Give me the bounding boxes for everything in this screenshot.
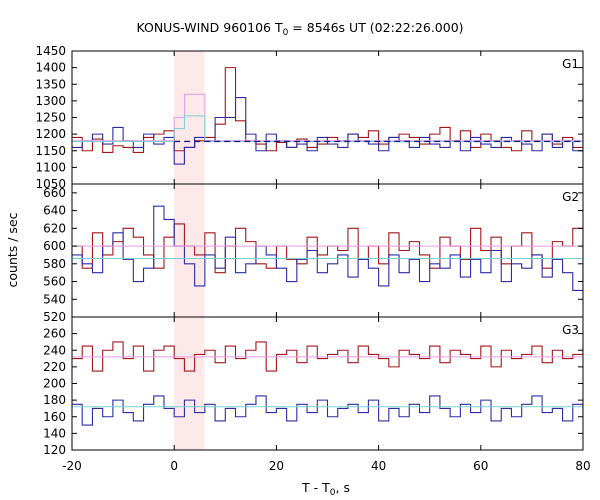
y-tick-label: 540 <box>43 292 66 306</box>
title-sub: 0 <box>283 28 289 38</box>
y-tick-label: 1350 <box>35 77 66 91</box>
series-red-g3 <box>72 341 583 372</box>
y-tick-label: 220 <box>43 360 66 374</box>
panel-frame <box>71 316 584 451</box>
y-tick-label: 260 <box>43 327 66 341</box>
panel-label-g1: G1 <box>562 57 579 71</box>
y-tick-label: 560 <box>43 275 66 289</box>
panel-label-g3: G3 <box>562 323 579 337</box>
panel-g1: 1050 1100 1150 1200 1250 1300 1350 1400 1450 G1 <box>35 44 584 191</box>
y-tick-label: 1050 <box>35 177 66 191</box>
y-tick-label: 1400 <box>35 61 66 75</box>
title-main: KONUS-WIND 960106 T <box>136 20 282 35</box>
y-tick-label: 1450 <box>35 44 66 58</box>
panel-g3: 120 140 160 180 200 220 240 260 G3 <box>43 316 584 457</box>
y-tick-label: 160 <box>43 410 66 424</box>
x-axis-label-main: T - T <box>301 480 330 495</box>
x-tick-label: 40 <box>371 459 386 473</box>
panel-g2: 520 540 560 580 600 620 640 660 G2 <box>43 183 584 324</box>
y-tick-label: 120 <box>43 443 66 457</box>
y-axis-label: counts / sec <box>5 212 20 287</box>
series-blue-g1 <box>72 97 583 165</box>
x-axis-label-sub: 0 <box>330 488 336 498</box>
panel-series-group <box>72 205 583 291</box>
plot-area: 105011001150120012501300135014001450G152… <box>35 44 590 473</box>
x-tick-label: 60 <box>473 459 488 473</box>
panel-label-g2: G2 <box>562 190 579 204</box>
y-tick-label: 660 <box>43 186 66 200</box>
x-axis-label: T - T0, s <box>301 480 350 498</box>
y-tick-label: 140 <box>43 426 66 440</box>
title-rest: = 8546s UT (02:22:26.000) <box>288 20 463 35</box>
highlight-band <box>174 51 205 450</box>
svg-text:T - T0, s: T - T0, s <box>301 480 350 498</box>
y-tick-label: 1300 <box>35 94 66 108</box>
x-tick-label: 80 <box>575 459 590 473</box>
panel-frame <box>71 50 584 185</box>
y-tick-label: 240 <box>43 343 66 357</box>
x-tick-label: 0 <box>170 459 178 473</box>
y-tick-label: 580 <box>43 257 66 271</box>
panel-series-group <box>72 67 583 165</box>
series-red-g1 <box>72 67 583 153</box>
y-tick-label: 180 <box>43 393 66 407</box>
fit-cyan-g1 <box>72 115 583 142</box>
y-tick-label: 1100 <box>35 160 66 174</box>
y-tick-label: 620 <box>43 221 66 235</box>
y-tick-label: 1200 <box>35 127 66 141</box>
series-red-g2 <box>72 223 583 274</box>
x-tick-label: -20 <box>62 459 82 473</box>
y-tick-label: 640 <box>43 204 66 218</box>
panel-series-group <box>72 341 583 426</box>
svg-text:KONUS-WIND 960106 T0 = 8546s U: KONUS-WIND 960106 T0 = 8546s UT (02:22:2… <box>136 20 463 38</box>
series-blue-g3 <box>72 395 583 426</box>
y-tick-label: 1150 <box>35 144 66 158</box>
y-tick-label: 600 <box>43 239 66 253</box>
series-blue-g2 <box>72 205 583 291</box>
x-tick-label: 20 <box>269 459 284 473</box>
x-axis-label-rest: , s <box>336 480 350 495</box>
y-tick-label: 520 <box>43 310 66 324</box>
chart-title: KONUS-WIND 960106 T0 = 8546s UT (02:22:2… <box>136 20 463 38</box>
y-tick-label: 1250 <box>35 111 66 125</box>
y-tick-label: 200 <box>43 377 66 391</box>
